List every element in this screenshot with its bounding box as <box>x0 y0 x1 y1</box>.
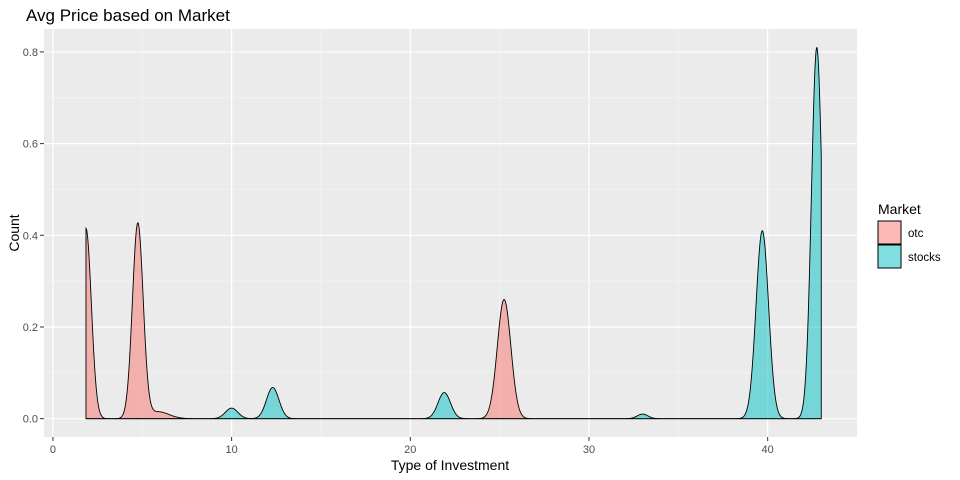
grid-major <box>44 29 857 437</box>
legend-label-stocks: stocks <box>908 252 941 264</box>
y-axis-ticks: 0.0 0.2 0.4 0.6 0.8 <box>23 47 44 426</box>
legend-item-stocks: stocks <box>877 244 941 269</box>
x-tick-label: 30 <box>583 444 595 456</box>
legend: Market otc stocks <box>877 201 941 269</box>
x-axis-ticks: 0 10 20 30 40 <box>50 437 774 456</box>
x-tick-label: 40 <box>762 444 774 456</box>
density-areas <box>85 47 822 420</box>
legend-item-otc: otc <box>877 220 924 245</box>
x-axis-title: Type of Investment <box>391 457 509 473</box>
chart-title: Avg Price based on Market <box>26 6 230 25</box>
y-axis-title: Count <box>6 214 22 251</box>
legend-key-otc <box>877 220 902 245</box>
plot-panel <box>44 29 857 437</box>
y-tick-label: 0.6 <box>23 139 38 151</box>
x-tick-label: 10 <box>225 444 237 456</box>
y-tick-label: 0.4 <box>23 230 38 242</box>
x-tick-label: 20 <box>404 444 416 456</box>
y-tick-label: 0.8 <box>23 47 38 59</box>
legend-key-stocks <box>877 244 902 269</box>
legend-label-otc: otc <box>908 228 924 240</box>
legend-title: Market <box>878 201 921 217</box>
x-tick-label: 0 <box>50 444 56 456</box>
y-tick-label: 0.2 <box>23 322 38 334</box>
y-tick-label: 0.0 <box>23 414 38 426</box>
density-area-stocks <box>85 47 822 420</box>
